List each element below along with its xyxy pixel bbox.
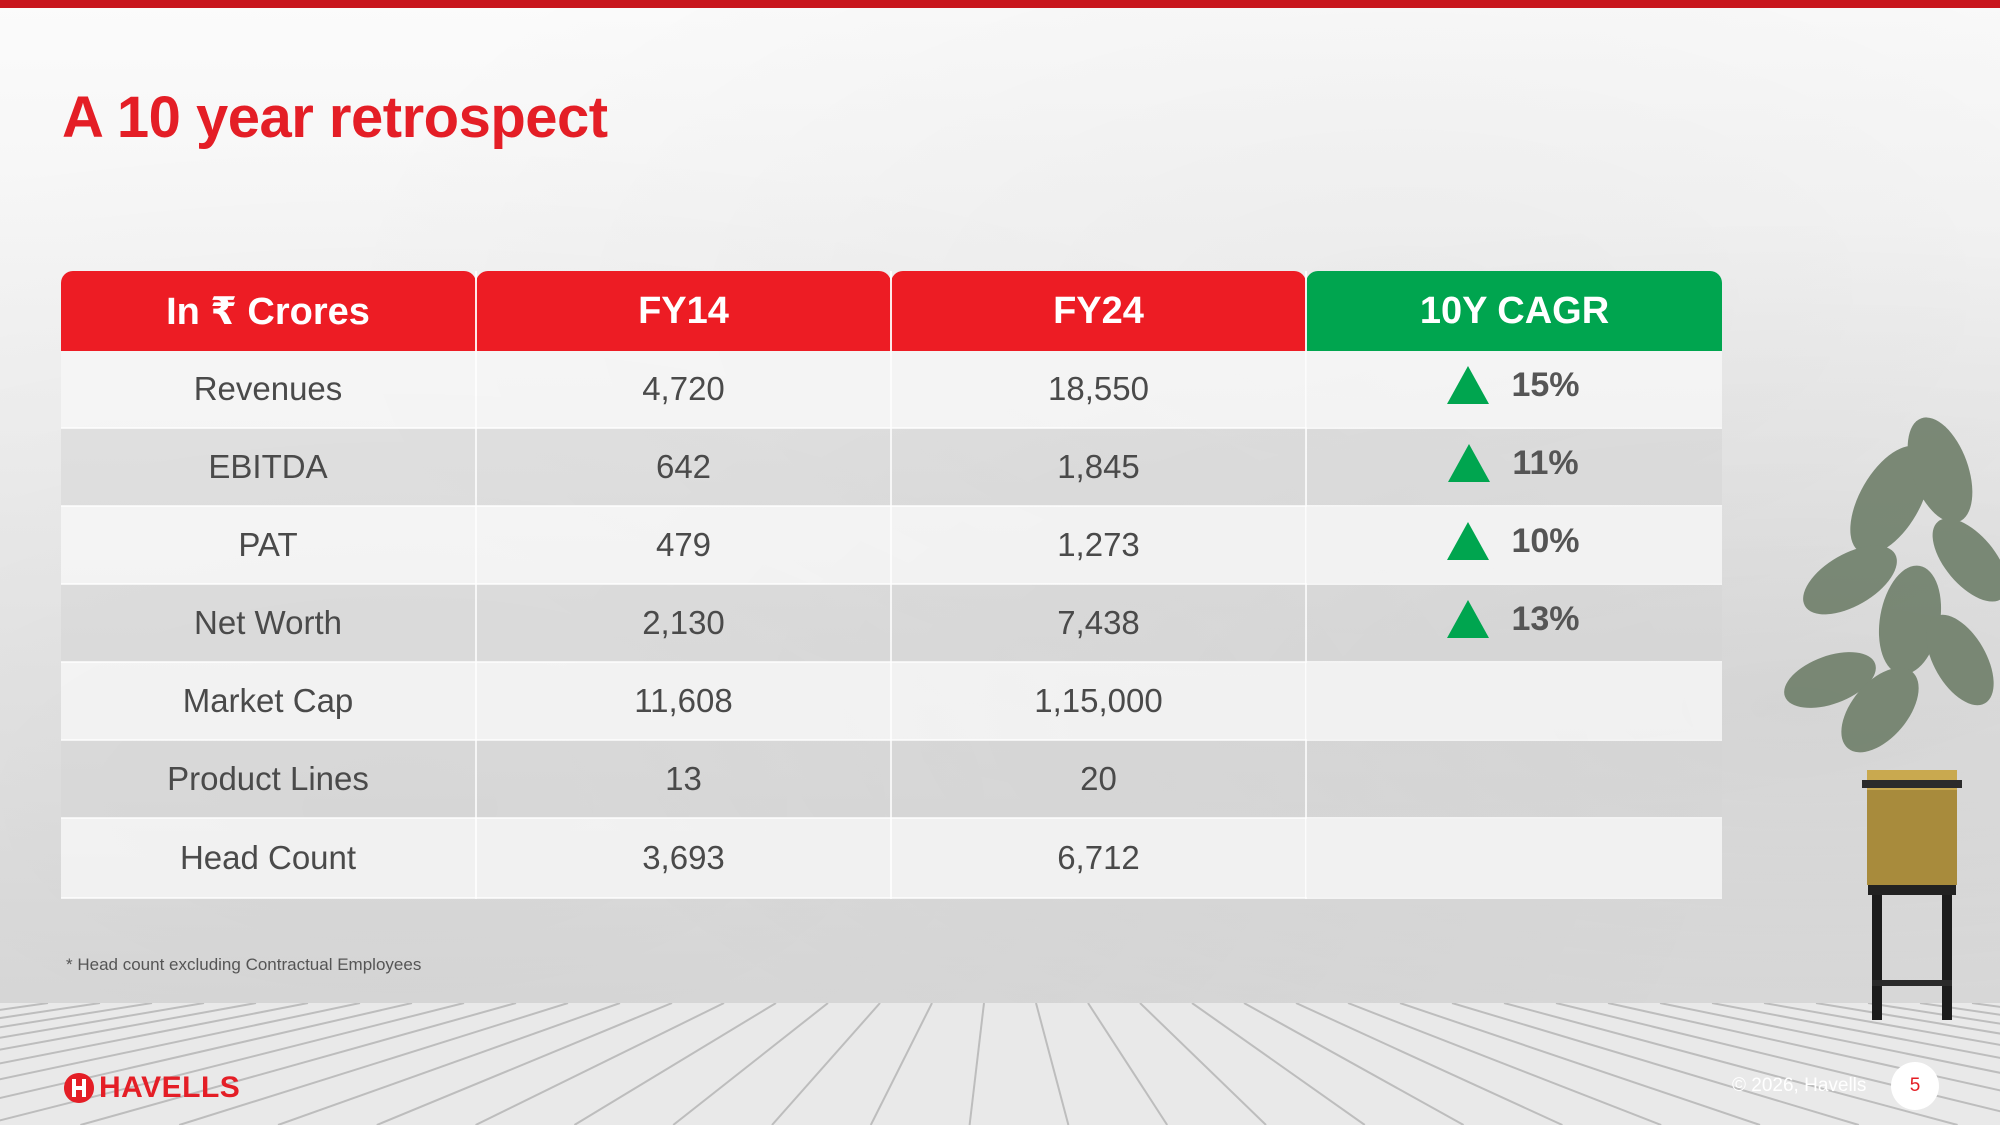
floor-plank-line bbox=[869, 1003, 933, 1125]
fy14-value: 13 bbox=[476, 740, 892, 819]
cagr-value: 10% bbox=[1511, 521, 1580, 560]
header-unit: In ₹ Crores bbox=[61, 271, 477, 351]
table-header-row: In ₹ Crores FY14 FY24 10Y CAGR bbox=[61, 271, 1722, 351]
floor-plank-line bbox=[1763, 1003, 2000, 1046]
table-body: Revenues 4,720 18,550 15% EBITDA 642 1,845 11% P… bbox=[61, 351, 1722, 899]
cagr-cell: 15% bbox=[1306, 351, 1722, 429]
cagr-cell: 13% bbox=[1306, 584, 1722, 663]
footnote: * Head count excluding Contractual Emplo… bbox=[66, 955, 422, 974]
row-label: Net Worth bbox=[61, 584, 477, 663]
floor-plank-line bbox=[1451, 1003, 1860, 1125]
floor-plank-line bbox=[968, 1003, 985, 1125]
floor-plank-line bbox=[0, 1003, 465, 1122]
floor-plank-line bbox=[80, 1003, 517, 1125]
cagr-cell bbox=[1306, 662, 1722, 741]
cagr-value: 15% bbox=[1511, 365, 1580, 404]
floor-plank-line bbox=[277, 1003, 621, 1125]
fy24-value: 1,273 bbox=[891, 506, 1307, 585]
floor-plank-line bbox=[1347, 1003, 1662, 1125]
up-triangle-icon bbox=[1447, 600, 1490, 639]
header-fy14: FY14 bbox=[476, 271, 892, 351]
floor-plank-line bbox=[178, 1003, 569, 1125]
row-label: Head Count bbox=[61, 818, 477, 899]
cagr-indicator: 15% bbox=[1447, 365, 1580, 405]
floor-plank-line bbox=[0, 1003, 309, 1065]
up-triangle-icon bbox=[1447, 366, 1490, 405]
havells-mark-icon bbox=[64, 1073, 94, 1103]
header-fy24: FY24 bbox=[891, 271, 1307, 351]
row-label: Revenues bbox=[61, 351, 477, 429]
row-label: Product Lines bbox=[61, 740, 477, 819]
table-row: Revenues 4,720 18,550 15% bbox=[61, 351, 1722, 429]
floor-plank-line bbox=[0, 1003, 361, 1081]
fy24-value: 20 bbox=[891, 740, 1307, 819]
floor-plank-line bbox=[0, 1003, 413, 1100]
floor-plank-line bbox=[771, 1003, 881, 1125]
cagr-cell: 11% bbox=[1306, 428, 1722, 507]
row-label: PAT bbox=[61, 506, 477, 585]
floor-plank-line bbox=[1139, 1003, 1267, 1125]
fy24-value: 18,550 bbox=[891, 351, 1307, 429]
row-label: EBITDA bbox=[61, 428, 477, 507]
floor-plank-line bbox=[1191, 1003, 1366, 1125]
floor-plank-line bbox=[1867, 1003, 2000, 1025]
cagr-indicator: 13% bbox=[1447, 599, 1580, 639]
floor-planks bbox=[0, 1003, 2000, 1125]
copyright-text: © 2026, Havells bbox=[1732, 1075, 1867, 1096]
cagr-indicator: 10% bbox=[1447, 521, 1580, 561]
floor-plank-line bbox=[573, 1003, 777, 1125]
floor-plank-line bbox=[0, 1003, 153, 1029]
table-row: PAT 479 1,273 10% bbox=[61, 506, 1722, 585]
up-triangle-icon bbox=[1447, 522, 1490, 561]
fy14-value: 642 bbox=[476, 428, 892, 507]
cagr-indicator: 11% bbox=[1448, 443, 1579, 483]
cagr-value: 13% bbox=[1511, 599, 1580, 638]
header-cagr: 10Y CAGR bbox=[1306, 271, 1722, 351]
cagr-cell: 10% bbox=[1306, 506, 1722, 585]
fy14-value: 2,130 bbox=[476, 584, 892, 663]
page-number: 5 bbox=[1891, 1062, 1939, 1110]
cagr-cell bbox=[1306, 818, 1722, 899]
floor-plank-line bbox=[1295, 1003, 1563, 1125]
floor-plank-line bbox=[0, 1003, 257, 1051]
fy24-value: 1,845 bbox=[891, 428, 1307, 507]
havells-logo: HAVELLS bbox=[62, 1071, 240, 1105]
table-row: EBITDA 642 1,845 11% bbox=[61, 428, 1722, 507]
fy14-value: 479 bbox=[476, 506, 892, 585]
floor-plank-line bbox=[1087, 1003, 1169, 1125]
potted-plant-image bbox=[1784, 417, 2000, 1020]
fy24-value: 6,712 bbox=[891, 818, 1307, 899]
cagr-cell bbox=[1306, 740, 1722, 819]
floor-plank-line bbox=[1503, 1003, 1958, 1125]
table-row: Net Worth 2,130 7,438 13% bbox=[61, 584, 1722, 663]
table-row: Product Lines 13 20 bbox=[61, 740, 1722, 819]
table-row: Head Count 3,693 6,712 bbox=[61, 818, 1722, 899]
floor-plank-line bbox=[672, 1003, 829, 1125]
fy14-value: 4,720 bbox=[476, 351, 892, 429]
fy24-value: 1,15,000 bbox=[891, 662, 1307, 741]
page-title: A 10 year retrospect bbox=[62, 85, 608, 150]
floor-plank-line bbox=[475, 1003, 725, 1125]
floor-plank-line bbox=[376, 1003, 673, 1125]
floor-plank-line bbox=[0, 1003, 205, 1039]
floor-plank-line bbox=[1243, 1003, 1465, 1125]
cagr-value: 11% bbox=[1512, 443, 1579, 482]
up-triangle-icon bbox=[1448, 444, 1491, 483]
fy14-value: 3,693 bbox=[476, 818, 892, 899]
floor-plank-line bbox=[1711, 1003, 2000, 1059]
logo-text: HAVELLS bbox=[99, 1071, 241, 1104]
floor-plank-line bbox=[1035, 1003, 1070, 1125]
fy24-value: 7,438 bbox=[891, 584, 1307, 663]
fy14-value: 11,608 bbox=[476, 662, 892, 741]
floor-plank-line bbox=[1555, 1003, 2000, 1113]
floor-plank-line bbox=[1399, 1003, 1761, 1125]
table-row: Market Cap 11,608 1,15,000 bbox=[61, 662, 1722, 741]
row-label: Market Cap bbox=[61, 662, 477, 741]
floor-plank-line bbox=[1815, 1003, 2000, 1035]
floor-plank-line bbox=[1607, 1003, 2000, 1092]
floor-plank-line bbox=[1659, 1003, 2000, 1074]
top-accent-bar bbox=[0, 0, 2000, 8]
financial-table: In ₹ Crores FY14 FY24 10Y CAGR Revenues 4… bbox=[61, 271, 1722, 899]
